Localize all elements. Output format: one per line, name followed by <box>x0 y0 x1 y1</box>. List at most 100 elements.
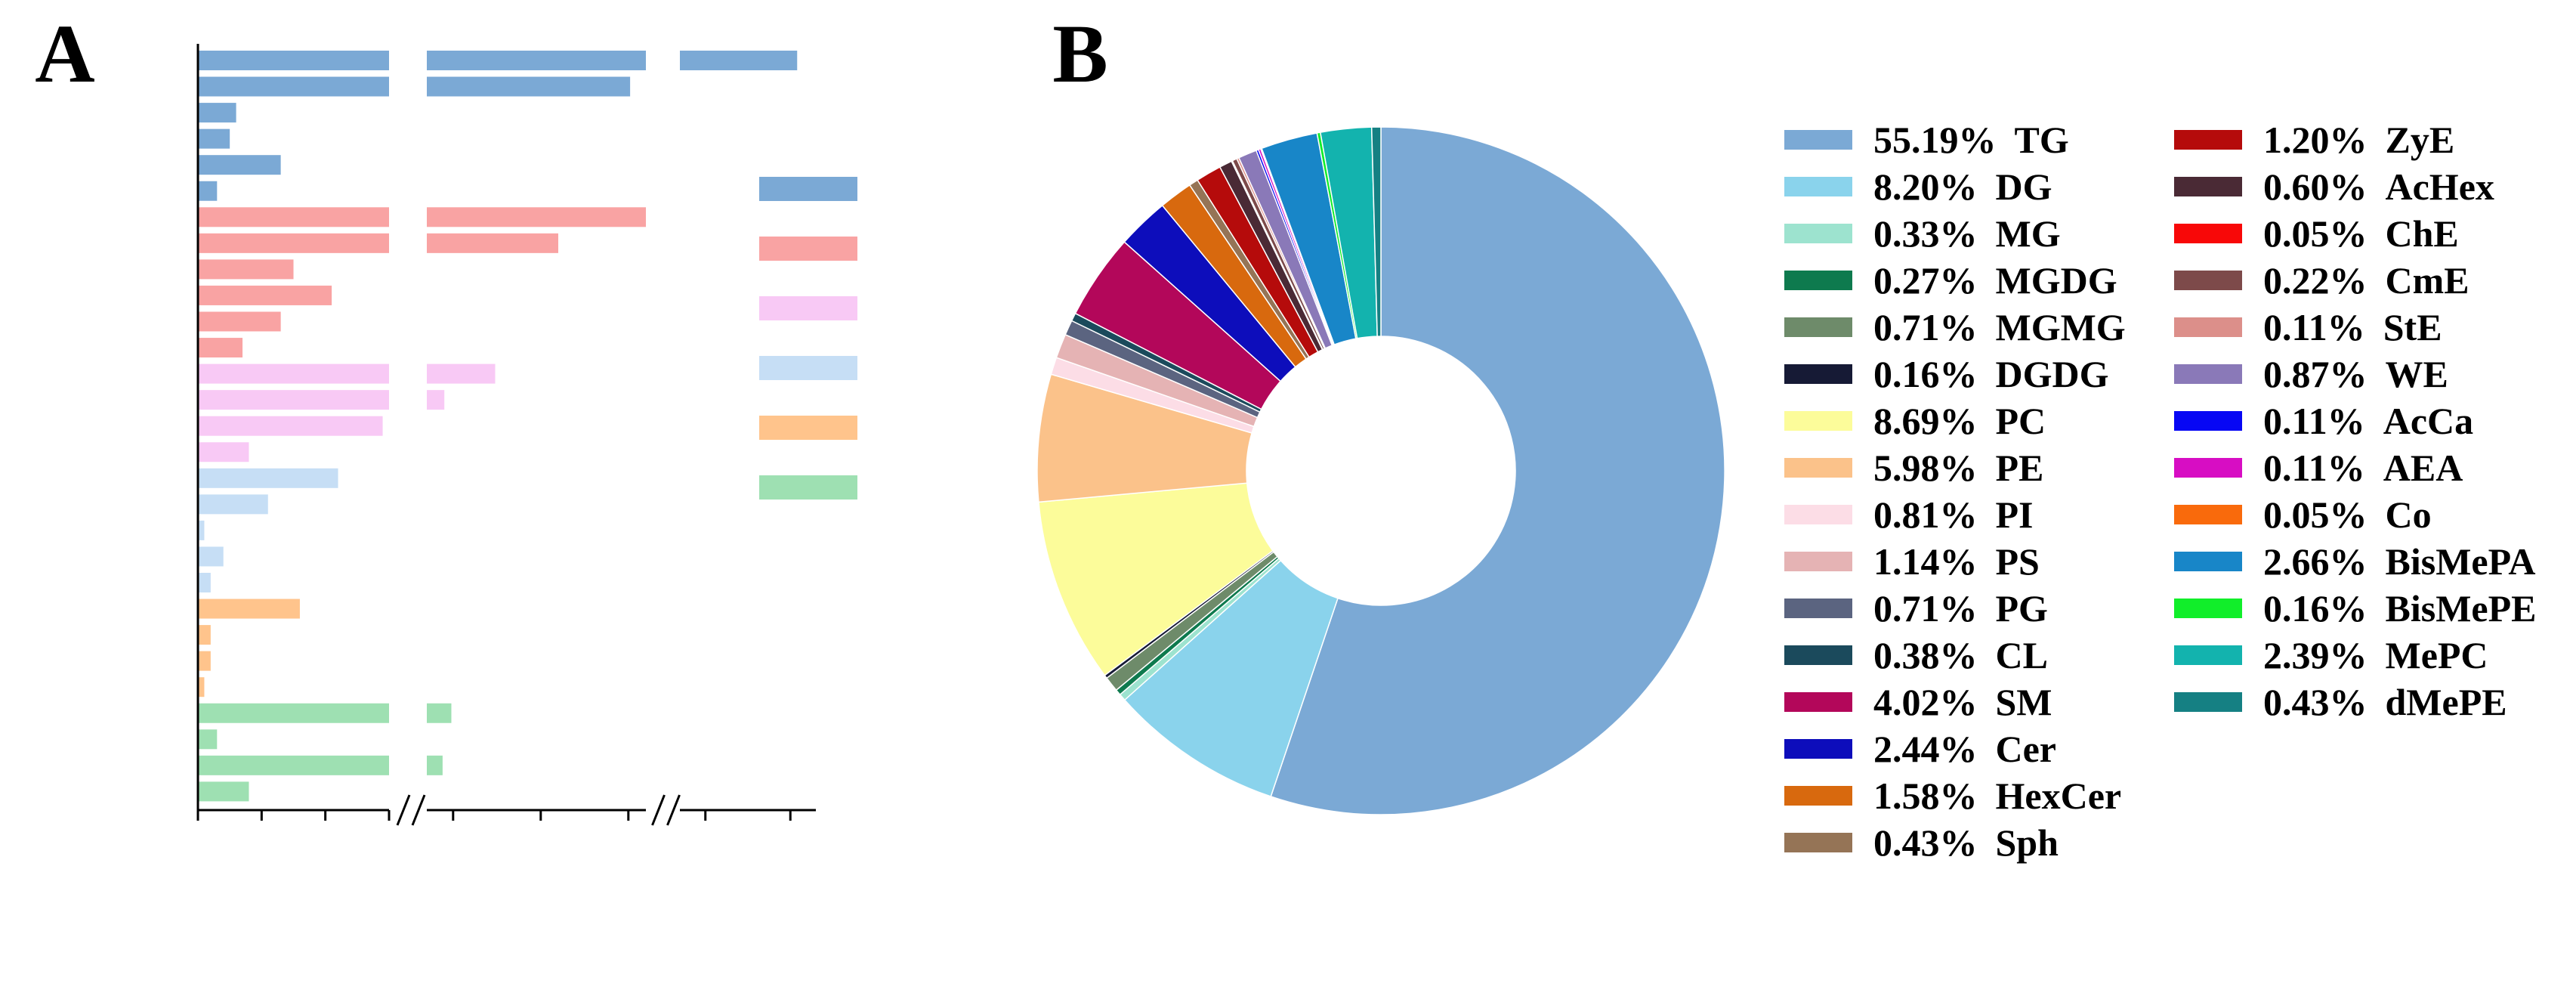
legend-swatch <box>2174 505 2242 524</box>
legend-entry: 0.33% MG <box>1873 212 2061 255</box>
legend-swatch <box>1784 645 1852 665</box>
bar <box>198 76 389 97</box>
legend-swatch <box>1784 505 1852 524</box>
legend-percent: 0.60% <box>2263 165 2368 208</box>
legend-label: BisMePA <box>2386 540 2536 583</box>
legend-swatch <box>1784 177 1852 196</box>
legend-entry: 8.69% PC <box>1873 400 2046 442</box>
bar <box>427 703 452 723</box>
legend-percent: 0.22% <box>2263 259 2368 302</box>
legend-swatch <box>1784 271 1852 290</box>
legend-percent: 0.11% <box>2263 447 2365 489</box>
axis-break-mark <box>396 794 411 826</box>
legend-percent: 0.27% <box>1873 259 1978 302</box>
legend-label: StE <box>2383 306 2442 348</box>
legend-entry: 0.71% PG <box>1873 587 2048 629</box>
legend-label: MePC <box>2386 634 2488 676</box>
legend-swatch <box>2174 599 2242 618</box>
legend-label: CL <box>1996 634 2048 676</box>
legend-entry: 2.66% BisMePA <box>2263 540 2536 583</box>
legend-entry: 0.11% AcCa <box>2263 400 2473 442</box>
legend-entry: 0.81% PI <box>1873 493 2034 536</box>
legend-label: MG <box>1996 212 2061 255</box>
legend-swatch <box>2174 645 2242 665</box>
legend-entry: 2.44% Cer <box>1873 728 2056 770</box>
legend-label: AEA <box>2383 447 2463 489</box>
legend-percent: 0.71% <box>1873 587 1978 629</box>
legend-entry: 8.20% DG <box>1873 165 2052 208</box>
legend-percent: 0.05% <box>2263 212 2368 255</box>
bar <box>427 390 445 410</box>
legend-swatch <box>1784 833 1852 852</box>
bar <box>427 51 646 70</box>
legend-swatch <box>1784 364 1852 384</box>
legend-percent: 0.81% <box>1873 493 1978 536</box>
legend-percent: 0.16% <box>1873 353 1978 395</box>
legend-percent: 0.05% <box>2263 493 2368 536</box>
legend-label: Cer <box>1996 728 2057 770</box>
bar <box>198 677 205 698</box>
legend-label: Sph <box>1996 821 2059 864</box>
legend-percent: 0.11% <box>2263 306 2365 348</box>
legend-label: PG <box>1996 587 2048 629</box>
legend-swatch <box>2174 271 2242 290</box>
legend-entry: 0.11% AEA <box>2263 447 2463 489</box>
bar <box>198 494 268 515</box>
legend-swatch <box>2174 458 2242 478</box>
legend-swatch <box>2174 317 2242 337</box>
legend-label: PC <box>1996 400 2046 442</box>
legend-label: Co <box>2386 493 2432 536</box>
legend-entry: 1.58% HexCer <box>1873 775 2121 817</box>
legend-entry: 0.87% WE <box>2263 353 2448 395</box>
legend-percent: 4.02% <box>1873 681 1978 723</box>
legend-entry: 0.27% MGDG <box>1873 259 2117 302</box>
legend-entry: 4.02% SM <box>1873 681 2052 723</box>
bar <box>427 363 496 384</box>
bar <box>198 259 294 280</box>
legend-swatch <box>759 177 857 201</box>
legend-percent: 0.43% <box>1873 821 1978 864</box>
bar <box>198 416 383 436</box>
axis-break-mark <box>666 794 681 826</box>
legend-swatch <box>1784 739 1852 759</box>
legend-entry: 2.39% MePC <box>2263 634 2488 676</box>
bar <box>198 128 230 149</box>
legend-label: ChE <box>2386 212 2459 255</box>
legend-percent: 2.39% <box>2263 634 2368 676</box>
legend-entry: 5.98% PE <box>1873 447 2043 489</box>
legend-entry: 1.14% PS <box>1873 540 2040 583</box>
panel-a-bar-chart <box>196 44 857 826</box>
legend-percent: 0.33% <box>1873 212 1978 255</box>
bar <box>198 729 218 750</box>
legend-label: DG <box>1996 165 2052 208</box>
legend-entry: 0.16% BisMePE <box>2263 587 2536 629</box>
legend-percent: 1.58% <box>1873 775 1978 817</box>
bar <box>198 599 300 619</box>
legend-entry: 0.71% MGMG <box>1873 306 2126 348</box>
bar <box>198 207 389 227</box>
legend-label: AcHex <box>2386 165 2494 208</box>
bar <box>198 573 211 592</box>
donut-slice-TG <box>1270 126 1725 815</box>
bar <box>198 625 211 645</box>
legend-swatch <box>1784 786 1852 806</box>
legend-entry: 0.38% CL <box>1873 634 2048 676</box>
legend-swatch <box>2174 177 2242 196</box>
bar <box>198 233 389 253</box>
legend-swatch <box>1784 599 1852 618</box>
bar <box>198 285 332 305</box>
legend-swatch <box>759 475 857 500</box>
legend-label: BisMePE <box>2386 587 2537 629</box>
legend-swatch <box>1784 552 1852 571</box>
bar <box>198 51 389 70</box>
legend-label: dMePE <box>2386 681 2507 723</box>
legend-entry: 0.05% Co <box>2263 493 2432 536</box>
legend-swatch <box>759 416 857 440</box>
bar <box>198 103 236 123</box>
legend-label: PS <box>1996 540 2040 583</box>
legend-swatch <box>1784 224 1852 243</box>
panel-b-letter: B <box>1052 8 1107 100</box>
legend-swatch <box>1784 411 1852 431</box>
legend-swatch <box>2174 130 2242 150</box>
legend-label: MGMG <box>1996 306 2126 348</box>
